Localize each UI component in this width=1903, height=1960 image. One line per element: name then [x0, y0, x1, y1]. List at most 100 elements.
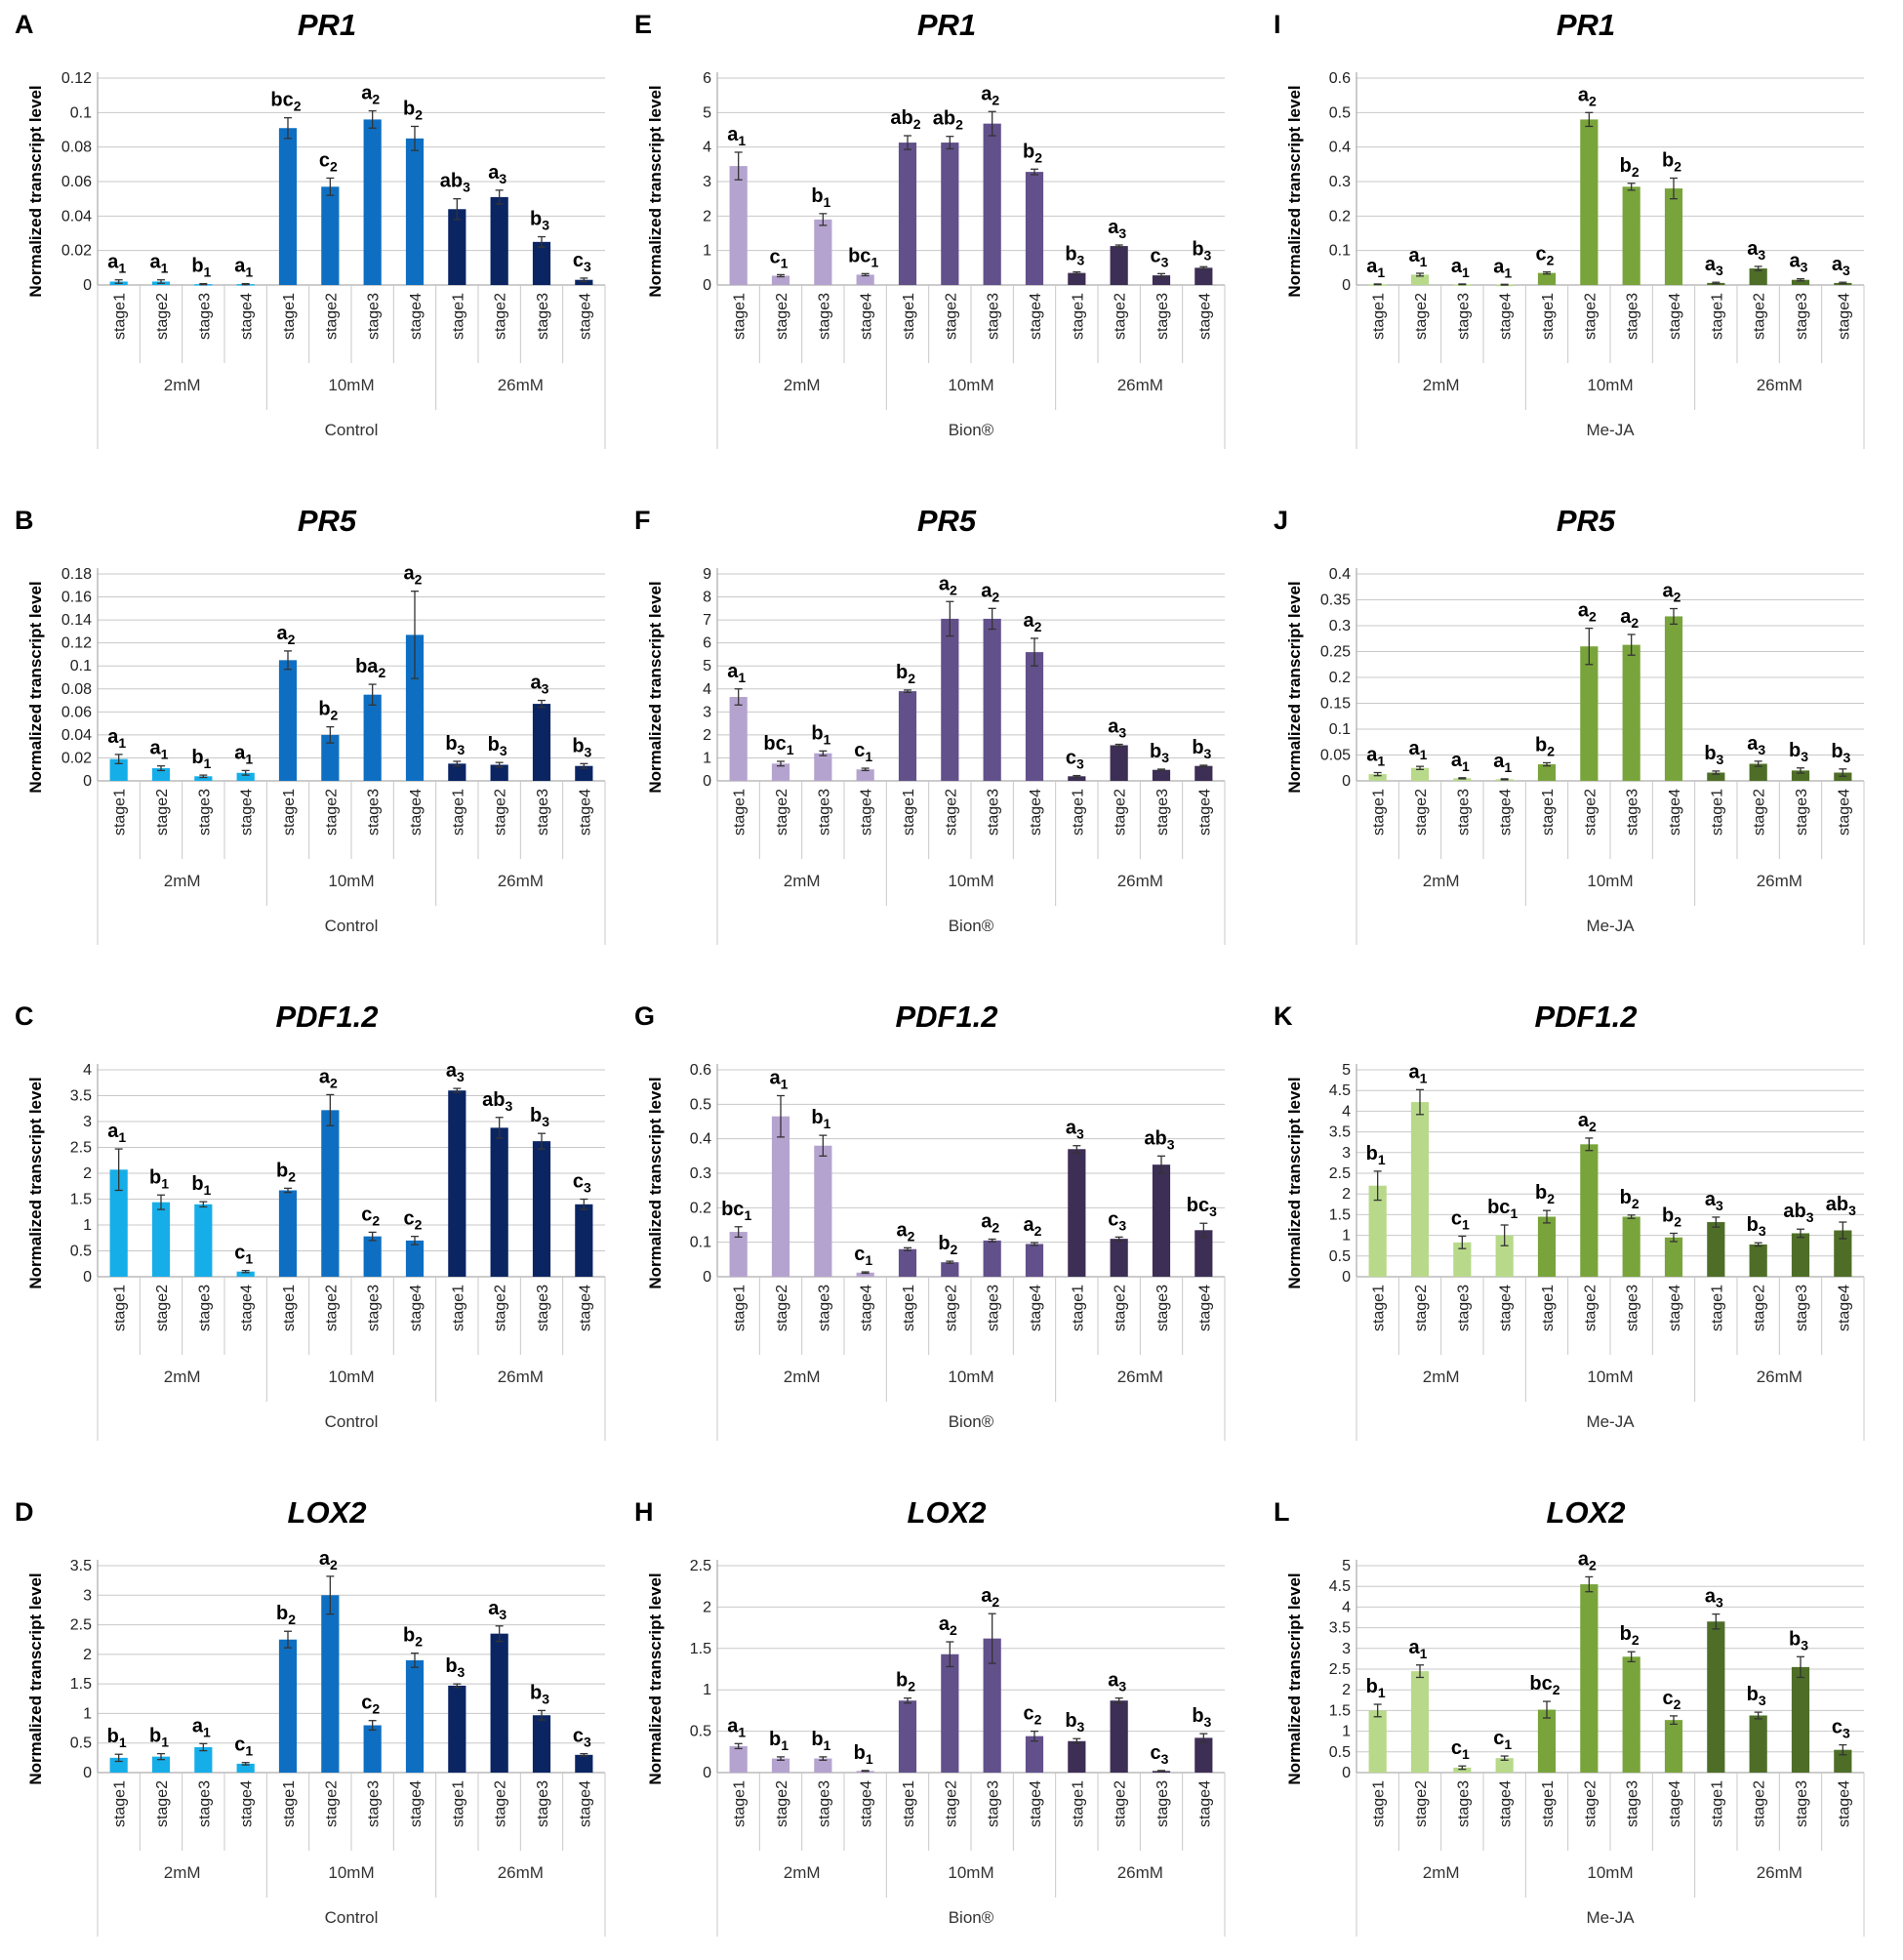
x-tick-label: stage1 [1070, 293, 1086, 340]
y-tick-label: 6 [703, 635, 711, 652]
x-tick-label: stage3 [1455, 789, 1472, 836]
x-tick-label: stage1 [450, 293, 466, 340]
significance-label: b2 [1662, 149, 1681, 174]
concentration-label: 10mM [948, 872, 993, 890]
y-tick-label: 0.2 [1329, 670, 1351, 686]
x-tick-label: stage2 [323, 293, 340, 340]
x-tick-label: stage4 [1667, 293, 1683, 340]
x-tick-label: stage2 [1113, 293, 1129, 340]
bar [321, 1595, 340, 1773]
panel-letter: L [1274, 1497, 1290, 1527]
treatment-label: Control [325, 1908, 379, 1927]
bar [983, 618, 1001, 781]
significance-label: a1 [727, 124, 746, 148]
significance-label: a1 [192, 1715, 211, 1739]
x-tick-label: stage1 [1709, 789, 1725, 836]
bar [1025, 1244, 1044, 1277]
y-tick-label: 3.5 [1329, 1620, 1351, 1637]
concentration-label: 10mM [328, 376, 374, 394]
x-tick-label: stage2 [943, 789, 959, 836]
y-tick-label: 1.5 [690, 1641, 711, 1657]
bar [941, 1654, 959, 1773]
significance-label: a1 [1409, 1637, 1428, 1661]
y-tick-label: 0.3 [1329, 618, 1351, 634]
panel-title: LOX2 [908, 1495, 987, 1530]
bar [532, 1715, 551, 1773]
significance-label: b2 [1620, 1623, 1640, 1648]
bar [575, 279, 593, 285]
panel-letter: J [1274, 506, 1288, 535]
significance-label: a1 [1451, 256, 1470, 280]
x-tick-label: stage3 [196, 1780, 213, 1827]
y-tick-label: 0.08 [61, 140, 92, 156]
significance-label: b1 [811, 1107, 830, 1131]
significance-label: c1 [1451, 1737, 1470, 1762]
x-tick-label: stage3 [196, 293, 213, 340]
treatment-label: Me-JA [1586, 421, 1635, 439]
significance-label: bc1 [763, 733, 793, 757]
y-tick-label: 0.04 [61, 208, 92, 225]
x-tick-label: stage4 [1196, 1780, 1213, 1827]
x-tick-label: stage1 [1709, 293, 1725, 340]
concentration-label: 26mM [1117, 1863, 1163, 1882]
treatment-label: Control [325, 421, 379, 439]
concentration-label: 2mM [1423, 376, 1460, 394]
bar [1707, 772, 1725, 781]
y-tick-label: 0.06 [61, 174, 92, 190]
x-tick-label: stage2 [493, 293, 509, 340]
x-tick-label: stage1 [1540, 1780, 1557, 1827]
y-tick-label: 0.5 [70, 1244, 92, 1260]
bar [1110, 1239, 1128, 1277]
significance-label: a3 [1790, 251, 1808, 275]
y-tick-label: 3 [1342, 1145, 1351, 1162]
x-tick-label: stage4 [577, 1780, 593, 1827]
significance-label: b1 [191, 1173, 211, 1198]
x-tick-label: stage2 [493, 1780, 509, 1827]
y-tick-label: 0 [83, 277, 92, 294]
x-tick-label: stage2 [774, 1285, 790, 1331]
bar [1410, 1102, 1430, 1277]
significance-label: a3 [1066, 1118, 1084, 1142]
treatment-label: Bion® [949, 421, 994, 439]
x-tick-label: stage1 [1371, 789, 1388, 836]
significance-label: a1 [727, 1715, 746, 1739]
bar [278, 660, 298, 781]
bar [983, 1240, 1001, 1277]
x-tick-label: stage1 [732, 1780, 749, 1827]
significance-label: a3 [1108, 1670, 1126, 1695]
y-tick-label: 0.1 [70, 104, 92, 121]
x-tick-label: stage1 [1540, 1285, 1557, 1331]
significance-label: c1 [1451, 1207, 1470, 1232]
panel-i: I PR1 Normalized transcript level 0 0.1 0.2 0.… [1274, 8, 1865, 449]
significance-label: c3 [573, 250, 591, 274]
bar [814, 753, 832, 781]
y-tick-label: 5 [1342, 1558, 1351, 1574]
x-tick-label: stage2 [774, 293, 790, 340]
significance-label: b3 [1747, 1214, 1766, 1239]
significance-label: b3 [488, 734, 507, 758]
y-tick-label: 1.5 [70, 1676, 92, 1693]
significance-label: c1 [854, 740, 872, 764]
significance-label: a1 [1366, 256, 1385, 280]
significance-label: ab3 [1826, 1194, 1856, 1218]
significance-label: b3 [1192, 238, 1211, 263]
bar [151, 1756, 171, 1773]
significance-label: a1 [1493, 256, 1512, 280]
x-tick-label: stage4 [408, 1780, 425, 1827]
panel-letter: G [634, 1001, 655, 1031]
bar [1749, 1715, 1767, 1773]
x-tick-label: stage3 [816, 1780, 832, 1827]
bar [1580, 119, 1599, 286]
panel-letter: C [15, 1001, 34, 1031]
x-tick-label: stage2 [1413, 1285, 1430, 1331]
significance-label: c3 [573, 1726, 591, 1750]
x-tick-label: stage1 [450, 1780, 466, 1827]
panel-letter: B [15, 506, 34, 535]
bar [405, 1659, 425, 1773]
y-axis-label: Normalized transcript level [1285, 85, 1304, 297]
significance-label: b3 [1789, 740, 1808, 764]
y-tick-label: 0.3 [690, 1165, 711, 1182]
bar [448, 209, 466, 285]
x-tick-label: stage1 [112, 1780, 129, 1827]
concentration-label: 26mM [1757, 376, 1802, 394]
